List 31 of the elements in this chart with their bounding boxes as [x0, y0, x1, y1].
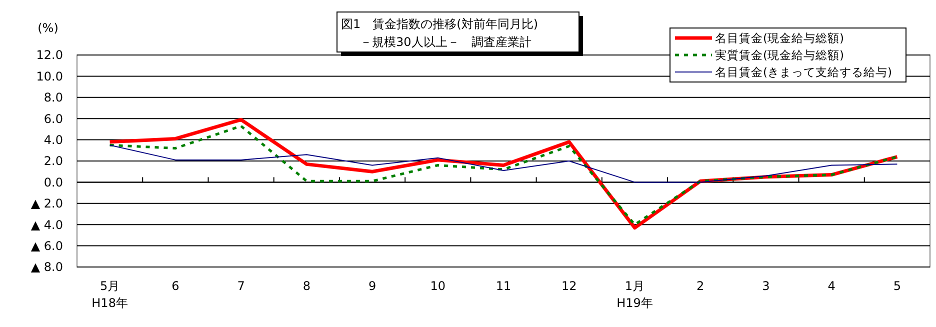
chart-title: 図1 賃金指数の推移(対前年同月比)	[341, 17, 538, 31]
legend-label: 名目賃金(現金給与総額)	[715, 31, 844, 46]
x-tick-label: 4	[828, 279, 836, 293]
x-tick-label: 5月 H18年	[92, 279, 128, 310]
y-tick-label: ▲ 8.0	[30, 260, 63, 274]
y-axis-title: (%)	[38, 21, 58, 35]
y-tick-label: 6.0	[44, 112, 63, 126]
y-tick-label: ▲ 4.0	[30, 218, 63, 232]
chart-subtitle: －規模30人以上－ 調査産業計	[360, 35, 532, 49]
y-tick-label: 8.0	[44, 90, 63, 105]
x-tick-label: 9	[368, 279, 376, 293]
y-tick-label: 4.0	[44, 133, 63, 147]
legend-label: 実質賃金(現金給与総額)	[715, 48, 844, 62]
x-tick-label: 2	[696, 279, 704, 293]
y-tick-label: 2.0	[44, 154, 63, 168]
y-tick-label: ▲ 6.0	[30, 239, 63, 253]
x-tick-label: 6	[172, 279, 180, 293]
x-tick-label: 1月 H19年	[616, 279, 653, 310]
line-series	[109, 144, 898, 183]
x-tick-label: 10	[430, 279, 446, 293]
x-tick-label: 11	[496, 279, 512, 293]
y-tick-label: 12.0	[36, 48, 63, 62]
y-tick-label: ▲ 2.0	[30, 196, 63, 211]
y-tick-label: 0.0	[44, 175, 63, 190]
x-tick-label: 8	[302, 279, 310, 293]
legend-label: 名目賃金(きまって支給する給与)	[715, 65, 892, 80]
x-tick-label: 12	[561, 279, 577, 293]
x-tick-label: 3	[762, 279, 770, 293]
x-tick-label: 7	[237, 279, 245, 293]
x-tick-label: 5	[893, 279, 902, 293]
y-tick-label: 10.0	[36, 69, 63, 84]
